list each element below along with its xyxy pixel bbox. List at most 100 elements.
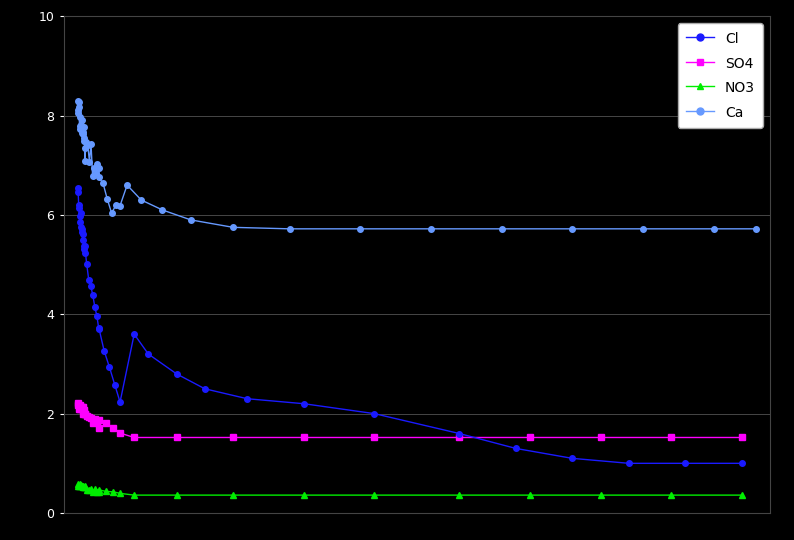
SO4 [74,402,83,408]
NO3 [92,489,102,495]
NO3 [94,487,103,493]
SO4 [525,434,534,441]
Cl [115,399,125,406]
Ca [94,164,103,171]
NO3 [108,489,118,495]
Ca [102,196,112,202]
NO3 [172,492,181,498]
SO4 [454,434,464,441]
Ca [79,131,88,137]
SO4 [172,434,181,441]
Ca [76,122,86,129]
SO4 [737,434,746,441]
Cl [84,277,94,284]
Ca [85,159,94,165]
NO3 [75,482,85,489]
Ca [75,104,84,110]
Ca [285,226,295,232]
SO4 [80,411,90,417]
SO4 [370,434,380,441]
Ca [426,226,436,232]
Ca [98,180,108,187]
SO4 [82,413,91,419]
Ca [568,226,577,232]
Ca [75,123,85,130]
Line: SO4: SO4 [75,400,745,440]
SO4 [77,403,87,410]
Cl [77,226,87,232]
SO4 [84,414,94,420]
Ca [186,217,195,223]
NO3 [88,488,98,495]
Cl [73,189,83,195]
NO3 [737,492,746,498]
Ca [638,226,648,232]
Cl [79,242,89,249]
NO3 [666,492,676,498]
Cl [80,249,90,256]
SO4 [92,418,102,425]
Cl [105,364,114,370]
Cl [75,219,85,225]
NO3 [84,487,94,494]
SO4 [79,410,88,417]
Legend: Cl, SO4, NO3, Ca: Cl, SO4, NO3, Ca [678,23,763,128]
Ca [94,174,103,181]
SO4 [75,406,85,412]
Ca [73,110,83,116]
SO4 [74,406,83,412]
Ca [356,226,365,232]
Cl [79,246,88,253]
Cl [200,386,210,392]
SO4 [73,400,83,406]
Ca [80,145,90,151]
Ca [88,172,98,179]
SO4 [79,407,89,414]
NO3 [370,492,380,498]
Ca [77,117,87,124]
Ca [91,170,101,177]
NO3 [77,483,87,489]
SO4 [77,406,87,412]
NO3 [79,482,88,489]
Ca [122,182,132,188]
NO3 [454,492,464,498]
Line: Cl: Cl [75,185,745,466]
Ca [76,124,86,131]
Cl [680,460,690,467]
Cl [90,304,99,310]
Cl [73,185,83,191]
NO3 [80,483,90,489]
Cl [454,430,464,437]
Cl [82,261,91,267]
Line: Ca: Ca [75,98,759,232]
NO3 [90,485,99,492]
NO3 [75,481,84,488]
NO3 [80,484,90,491]
SO4 [86,415,95,421]
Ca [75,126,84,133]
Cl [568,455,577,462]
Ca [79,124,88,130]
Cl [624,460,634,467]
Cl [94,325,103,331]
Ca [78,129,87,135]
NO3 [101,488,110,495]
Ca [751,226,761,232]
Ca [83,142,93,149]
NO3 [82,487,91,493]
NO3 [229,492,238,498]
Ca [80,158,90,164]
Ca [497,226,507,232]
NO3 [299,492,309,498]
NO3 [76,482,86,488]
Cl [80,243,90,249]
Ca [115,202,125,209]
NO3 [77,483,87,489]
Cl [737,460,746,467]
SO4 [229,434,238,441]
Ca [74,99,83,106]
NO3 [596,492,605,498]
Ca [73,98,83,104]
Cl [110,381,120,388]
